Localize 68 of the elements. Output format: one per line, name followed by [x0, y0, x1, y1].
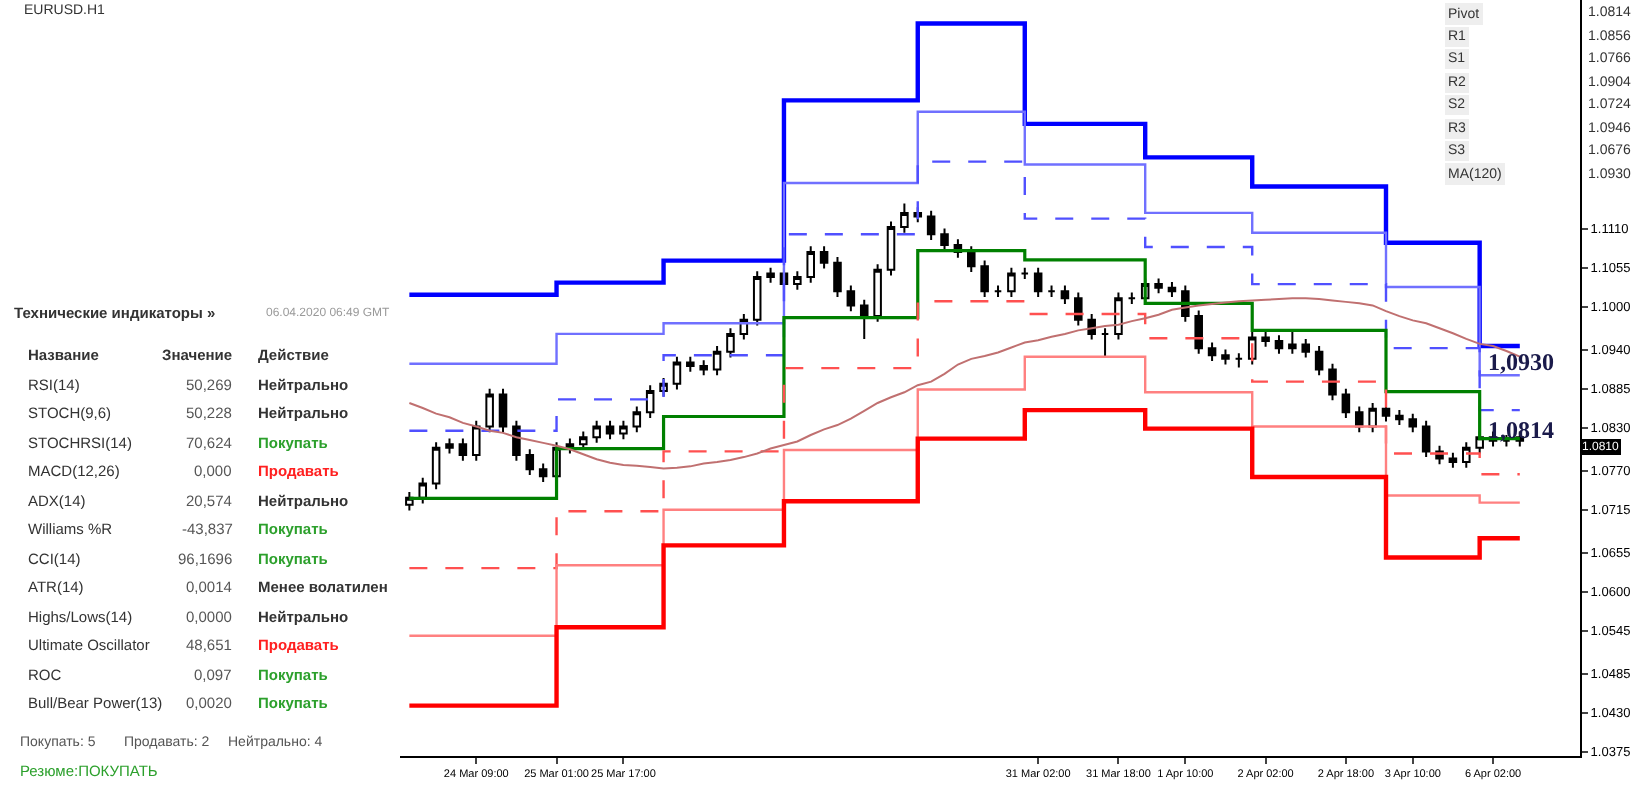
candlestick [993, 284, 1003, 298]
candlestick [967, 245, 976, 273]
annotation: 1,0814 [1488, 416, 1554, 444]
candlestick [619, 419, 628, 441]
candlestick [525, 448, 535, 476]
candlestick [1074, 291, 1083, 327]
candlestick [1100, 327, 1110, 358]
candlestick [1261, 330, 1270, 348]
candlestick [819, 245, 829, 270]
candlestick [1301, 337, 1311, 359]
candlestick [1408, 412, 1418, 434]
candlestick [579, 430, 588, 451]
candlestick [752, 270, 762, 327]
candlestick [445, 437, 454, 455]
candlestick [1207, 341, 1217, 362]
candlestick [458, 437, 468, 462]
candlestick [806, 245, 815, 284]
candlestick [471, 419, 481, 462]
candlestick [1234, 352, 1244, 369]
candlestick [793, 270, 802, 291]
candlestick [1328, 362, 1337, 402]
candlestick [1448, 451, 1458, 469]
candlestick [1274, 334, 1284, 355]
candlestick [645, 384, 655, 419]
candlestick [592, 419, 601, 444]
candlestick [926, 209, 936, 241]
candlestick [1114, 291, 1123, 341]
candlestick [1221, 348, 1230, 366]
candlestick [886, 220, 896, 277]
candlestick [1314, 345, 1324, 377]
candlestick [672, 355, 682, 391]
annotation: 1,0930 [1488, 348, 1554, 376]
candlestick [833, 256, 842, 298]
candlestick [1007, 266, 1016, 298]
candlestick [1421, 419, 1431, 459]
candlestick [766, 266, 775, 284]
candlestick [1060, 284, 1070, 306]
candlestick [1368, 401, 1377, 434]
candlestick [1154, 277, 1163, 295]
candlestick [1194, 309, 1203, 355]
candlestick [699, 359, 708, 377]
candlestick [431, 441, 441, 491]
candlestick [512, 419, 521, 462]
candlestick [538, 462, 548, 484]
candlestick [605, 419, 615, 441]
candlestick [980, 259, 989, 298]
candlestick [900, 202, 909, 234]
candlestick [1288, 330, 1297, 355]
candlestick [1167, 280, 1177, 298]
candlestick [686, 355, 695, 373]
candlestick [940, 227, 949, 252]
candlestick [712, 345, 722, 377]
candlestick [1395, 409, 1404, 427]
candlestick [873, 263, 882, 323]
candlestick [1341, 387, 1351, 419]
candlestick [485, 387, 494, 434]
candlestick [1087, 312, 1096, 341]
candlestick [1033, 266, 1043, 298]
candlestick [1127, 291, 1137, 306]
candlestick [1047, 284, 1056, 298]
candlestick [846, 284, 856, 313]
candlestick [1020, 266, 1030, 281]
candlestick [418, 476, 428, 505]
candlestick [498, 387, 508, 434]
candlestick [632, 405, 642, 434]
candlestick [859, 298, 869, 340]
candlestick [726, 327, 735, 359]
candlestick [1354, 405, 1364, 434]
